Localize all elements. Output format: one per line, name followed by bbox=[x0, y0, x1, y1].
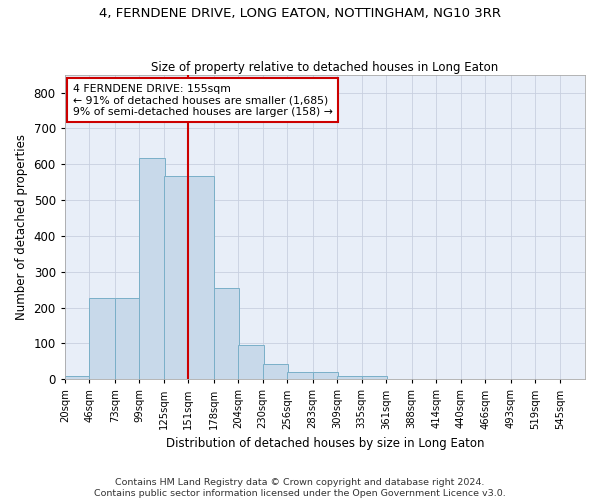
Title: Size of property relative to detached houses in Long Eaton: Size of property relative to detached ho… bbox=[151, 60, 499, 74]
Bar bbox=[188, 176, 214, 380]
X-axis label: Distribution of detached houses by size in Long Eaton: Distribution of detached houses by size … bbox=[166, 437, 484, 450]
Y-axis label: Number of detached properties: Number of detached properties bbox=[15, 134, 28, 320]
Bar bbox=[263, 364, 288, 380]
Bar bbox=[139, 158, 165, 380]
Text: Contains HM Land Registry data © Crown copyright and database right 2024.
Contai: Contains HM Land Registry data © Crown c… bbox=[94, 478, 506, 498]
Bar bbox=[214, 288, 239, 380]
Text: 4, FERNDENE DRIVE, LONG EATON, NOTTINGHAM, NG10 3RR: 4, FERNDENE DRIVE, LONG EATON, NOTTINGHA… bbox=[99, 8, 501, 20]
Bar bbox=[115, 298, 140, 380]
Bar bbox=[65, 376, 90, 380]
Bar bbox=[89, 298, 115, 380]
Bar bbox=[287, 372, 313, 380]
Bar bbox=[337, 376, 362, 380]
Bar bbox=[164, 176, 189, 380]
Text: 4 FERNDENE DRIVE: 155sqm
← 91% of detached houses are smaller (1,685)
9% of semi: 4 FERNDENE DRIVE: 155sqm ← 91% of detach… bbox=[73, 84, 332, 117]
Bar bbox=[362, 376, 387, 380]
Bar bbox=[313, 372, 338, 380]
Bar bbox=[238, 345, 263, 380]
